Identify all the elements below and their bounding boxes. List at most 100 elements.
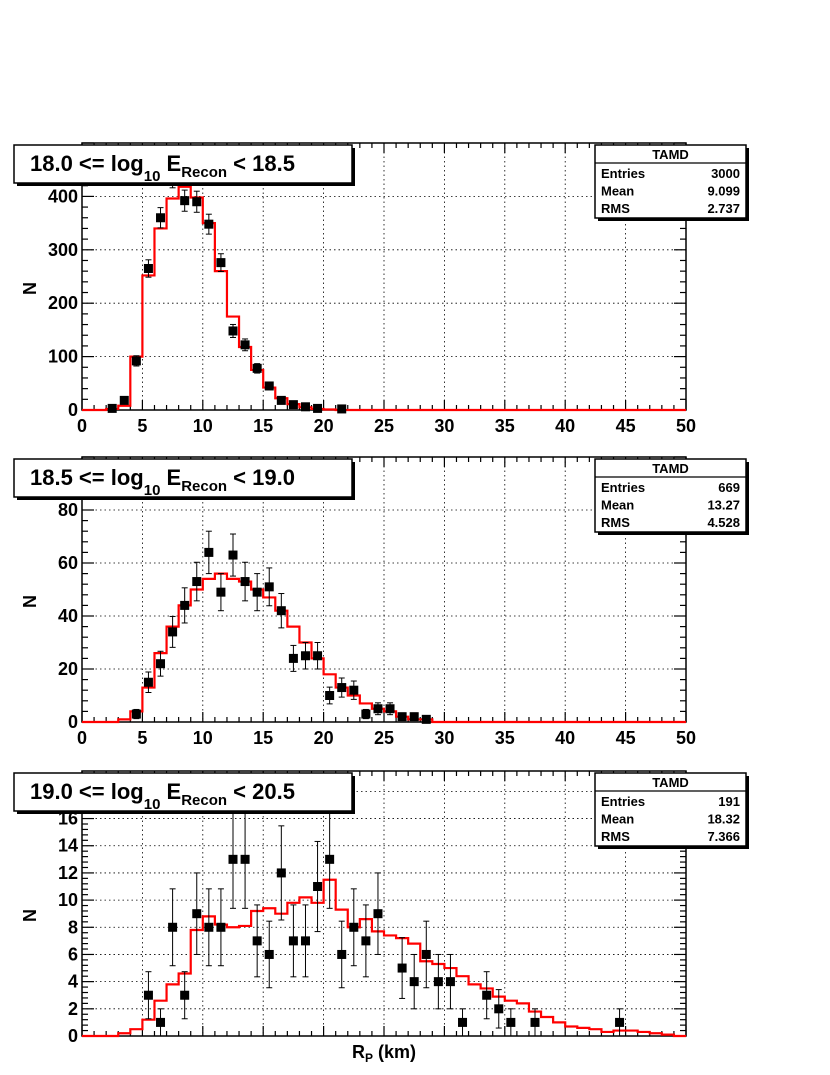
y-tick-label: 6 [68, 944, 78, 964]
data-marker [288, 936, 298, 946]
panel-title: 18.0 <= log10 ERecon < 18.5 [30, 151, 295, 185]
data-point [288, 904, 298, 978]
title-part: 18.5 <= log [30, 465, 144, 490]
x-axis-label: RP (km) [352, 1042, 416, 1065]
data-marker [240, 340, 250, 350]
data-point [192, 872, 202, 955]
y-tick-label: 12 [58, 863, 78, 883]
title-part: E [160, 779, 181, 804]
data-marker [325, 854, 335, 864]
y-tick-label: 40 [58, 606, 78, 626]
title-subscript: 10 [144, 796, 161, 813]
data-marker [482, 990, 492, 1000]
data-marker [433, 977, 443, 987]
data-point [192, 190, 202, 213]
y-axis-label: N [20, 282, 40, 295]
x-axis-label-unit: (km) [373, 1042, 416, 1062]
data-point [228, 533, 238, 577]
title-subscript: Recon [181, 478, 227, 495]
stats-label: Mean [601, 498, 634, 513]
data-marker [300, 651, 310, 661]
title-box [13, 772, 353, 812]
stats-value: 9.099 [707, 184, 740, 199]
data-marker [361, 936, 371, 946]
data-marker [204, 219, 214, 229]
x-tick-label: 50 [676, 728, 696, 748]
data-point [397, 712, 407, 722]
data-point [252, 363, 262, 374]
y-tick-label: 60 [58, 553, 78, 573]
data-marker [276, 606, 286, 616]
data-marker [156, 1017, 166, 1027]
data-point [325, 809, 335, 909]
data-point [409, 953, 419, 1010]
data-point [240, 809, 250, 909]
y-tick-label: 20 [58, 659, 78, 679]
data-marker [216, 258, 226, 268]
data-point [506, 1008, 516, 1037]
data-point [276, 825, 286, 921]
data-point [373, 702, 383, 716]
data-marker [264, 582, 274, 592]
data-point [240, 338, 250, 352]
histogram-panel-2: 0 5 10 15 20 25 30 35 40 45 50 0 20 40 60 80 N 18.5 <= lo… [13, 456, 749, 748]
data-marker [216, 922, 226, 932]
data-marker [192, 197, 202, 207]
y-tick-label: 0 [68, 1026, 78, 1046]
data-point [385, 702, 395, 716]
data-marker [143, 990, 153, 1000]
data-marker [143, 263, 153, 273]
data-marker [494, 1004, 504, 1014]
title-subscript: 10 [144, 482, 161, 499]
stats-value: 7.366 [707, 829, 740, 844]
data-point [337, 677, 347, 698]
data-marker [252, 936, 262, 946]
data-point [143, 671, 153, 694]
data-point [264, 381, 274, 391]
data-marker [228, 550, 238, 560]
data-marker [421, 949, 431, 959]
histogram-panel-1: 0 5 10 15 20 25 30 35 40 45 50 0 100 200 300 400 N 18.0 <… [13, 142, 749, 436]
stats-label: Entries [601, 794, 645, 809]
data-marker [168, 627, 178, 637]
stats-name: TAMD [652, 775, 689, 790]
data-point [204, 888, 214, 967]
y-tick-label: 0 [68, 712, 78, 732]
data-point [168, 615, 178, 648]
data-marker [204, 547, 214, 557]
data-point [325, 686, 335, 705]
title-part: 19.0 <= log [30, 779, 144, 804]
y-tick-label: 2 [68, 999, 78, 1019]
data-marker [300, 936, 310, 946]
data-point [313, 840, 323, 933]
data-point [180, 971, 190, 1020]
data-point [240, 561, 250, 602]
data-marker [228, 854, 238, 864]
x-tick-label: 5 [137, 728, 147, 748]
data-marker [240, 577, 250, 587]
stats-box [594, 144, 747, 219]
stats-value: 191 [718, 794, 740, 809]
data-marker [252, 363, 262, 373]
title-part: E [160, 151, 181, 176]
stats-name: TAMD [652, 147, 689, 162]
data-marker [373, 704, 383, 714]
data-point [494, 989, 504, 1029]
data-point [131, 708, 141, 720]
x-tick-label: 30 [434, 728, 454, 748]
data-point [156, 207, 166, 229]
x-tick-label: 50 [676, 416, 696, 436]
data-point [143, 259, 153, 278]
data-marker [276, 395, 286, 405]
data-point [313, 642, 323, 670]
y-tick-label: 200 [48, 293, 78, 313]
data-point [313, 403, 323, 413]
x-tick-label: 45 [616, 416, 636, 436]
data-point [216, 573, 226, 612]
data-point [349, 680, 359, 700]
x-tick-label: 40 [555, 728, 575, 748]
data-point [300, 402, 310, 412]
data-point [349, 888, 359, 967]
data-marker [228, 326, 238, 336]
data-point [458, 1008, 468, 1037]
